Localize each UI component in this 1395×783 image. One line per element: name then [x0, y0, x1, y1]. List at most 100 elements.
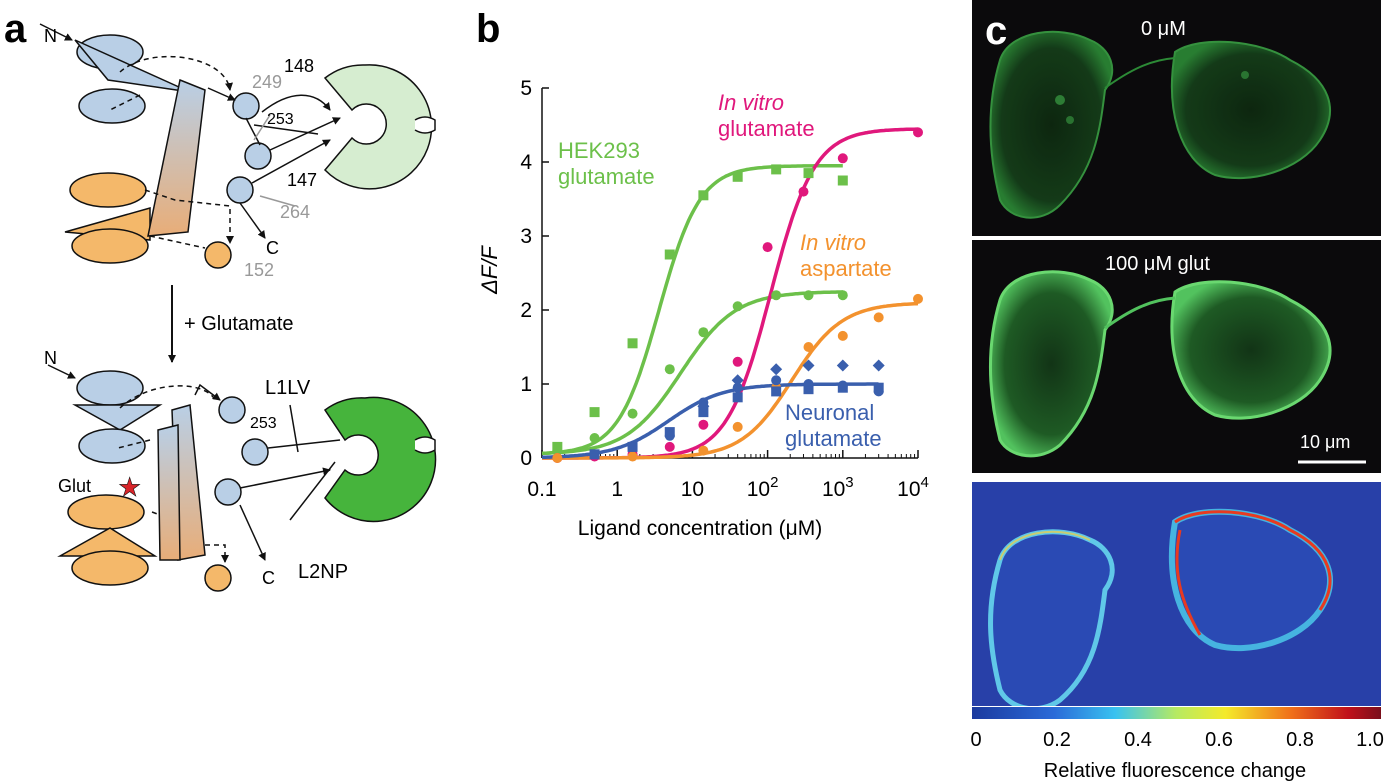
- bound-labels: N L1LV 253 Glut ★ L2NP C: [44, 348, 348, 588]
- data-point-neuron_circle: [837, 380, 848, 391]
- cpgfp-linker-circle-2: [244, 142, 272, 170]
- c-terminus-label-bottom: C: [262, 568, 275, 588]
- data-point-invitro_glu: [732, 356, 743, 367]
- panel-c-letter: c: [985, 9, 1007, 53]
- c-terminus-label-top: C: [266, 238, 279, 258]
- residue-152-label: 152: [244, 260, 274, 280]
- x-tick-label: 1: [611, 478, 623, 501]
- x-tick-label: 104: [897, 474, 929, 501]
- data-point-invitro_asp: [837, 330, 848, 341]
- y-tick-label: 0: [520, 447, 532, 470]
- gfp-barrel-apo: [323, 64, 436, 190]
- fit-curve-invitro_asp: [542, 301, 919, 460]
- y-tick-label: 2: [520, 299, 532, 322]
- data-point-neuron_diamond: [770, 363, 783, 376]
- colorbar-tick-1: 0.2: [1043, 729, 1071, 751]
- domain2-ellipse-bottom: [67, 494, 145, 530]
- domain1-ellipse-bottom: [76, 370, 144, 406]
- domain2-ellipse-4: [71, 550, 149, 586]
- bound-linker-circle-3: [214, 478, 242, 506]
- image-0um: 0 μM c: [972, 0, 1381, 236]
- data-point-invitro_glu: [698, 419, 709, 430]
- x-tick-label: 10: [681, 478, 704, 501]
- data-point-invitro_glu: [762, 242, 773, 253]
- bound-linker-circle-2: [241, 438, 269, 466]
- data-point-neuron_circle: [873, 386, 884, 397]
- data-point-neuron_circle: [664, 430, 675, 441]
- colorbar-label: Relative fluorescence change: [1044, 760, 1306, 782]
- data-point-neuron_circle: [771, 375, 782, 386]
- cpgfp-linker-circle-1: [232, 92, 260, 120]
- residue-148-label: 148: [284, 56, 314, 76]
- colorbar-tick-5: 1.0: [1356, 729, 1384, 751]
- dose-response-chart: 0 1 2 3 4 5 0.1 1 10 102 103 104 Ligand concentratio…: [477, 77, 929, 540]
- domain1-ellipse-3: [78, 428, 146, 464]
- plus-glutamate-label: + Glutamate: [184, 313, 294, 335]
- bound-linker-circle-1: [218, 396, 246, 424]
- series-label-hek_square: HEK293: [558, 138, 640, 163]
- n-terminus-label-top: N: [44, 26, 57, 46]
- hinge-helix-bound-2: [157, 424, 181, 561]
- residue-147-label: 147: [287, 170, 317, 190]
- x-tick-label: 102: [747, 474, 779, 501]
- data-point-invitro_glu: [913, 127, 923, 138]
- domain1-triangle-bottom: [72, 404, 163, 431]
- residue-264-label: 264: [280, 202, 310, 222]
- colorbar: [972, 707, 1381, 719]
- data-point-hek_circle: [589, 433, 600, 444]
- y-tick-label: 1: [520, 373, 532, 396]
- star-icon: ★: [118, 472, 141, 502]
- domain2-ellipse-2: [71, 228, 149, 264]
- y-tick-label: 3: [520, 225, 532, 248]
- series-label-invitro_glu: In vitro: [718, 90, 784, 115]
- data-point-hek_square: [837, 175, 848, 186]
- heatmap-image: [972, 482, 1381, 706]
- apo-labels: N 148 249 253 147 264 C 152: [44, 26, 317, 280]
- data-point-neuron_diamond: [697, 400, 710, 413]
- l2np-label: L2NP: [298, 561, 348, 583]
- colorbar-tick-2: 0.4: [1124, 729, 1152, 751]
- data-point-hek_square: [771, 164, 782, 175]
- residue-249-label: 249: [252, 72, 282, 92]
- data-point-neuron_circle: [627, 441, 638, 452]
- data-point-neuron_diamond: [836, 359, 849, 372]
- data-point-neuron_square: [803, 384, 814, 395]
- label-100um-glut: 100 μM glut: [1105, 253, 1210, 275]
- data-point-invitro_asp: [913, 293, 923, 304]
- data-point-hek_circle: [698, 327, 709, 338]
- data-point-invitro_asp: [803, 342, 814, 352]
- hinge-helix: [147, 78, 206, 237]
- data-point-hek_square: [698, 190, 709, 201]
- data-point-hek_circle: [732, 301, 743, 312]
- data-point-invitro_glu: [837, 153, 848, 164]
- y-axis-label: ΔF/F: [477, 245, 502, 295]
- data-point-neuron_square: [589, 449, 600, 460]
- series-label-neuron_square: glutamate: [785, 426, 882, 451]
- n-terminus-label-bottom: N: [44, 348, 57, 368]
- bound-structure-diagram: [57, 370, 269, 592]
- panel-b-letter: b: [476, 7, 500, 51]
- panel-a: a: [4, 7, 437, 592]
- data-point-invitro_glu: [798, 186, 809, 197]
- fit-curve-hek_circle: [541, 290, 843, 456]
- data-point-invitro_asp: [698, 445, 709, 456]
- data-point-neuron_circle: [803, 379, 814, 389]
- apo-structure-diagram: [64, 34, 272, 269]
- data-point-invitro_asp: [732, 421, 743, 432]
- data-point-hek_circle: [627, 408, 638, 419]
- cpgfp-linker-circle-3: [226, 176, 254, 204]
- c-terminal-circle-bottom: [204, 564, 232, 592]
- data-point-hek_circle: [552, 445, 563, 456]
- series-label-invitro_asp: aspartate: [800, 256, 892, 281]
- series-label-invitro_asp: In vitro: [800, 230, 866, 255]
- data-point-invitro_asp: [873, 312, 884, 323]
- data-point-hek_square: [589, 407, 600, 418]
- data-point-neuron_circle: [732, 382, 743, 393]
- glutamate-arrow: + Glutamate: [168, 285, 294, 363]
- panel-c: 0 μM c 100 μM glut 10 μm 0 0.2 0.4: [970, 0, 1384, 782]
- panel-a-letter: a: [4, 7, 27, 51]
- domain1-ellipse-2: [78, 88, 146, 124]
- data-point-neuron_square: [732, 392, 743, 403]
- data-point-hek_square: [732, 171, 743, 182]
